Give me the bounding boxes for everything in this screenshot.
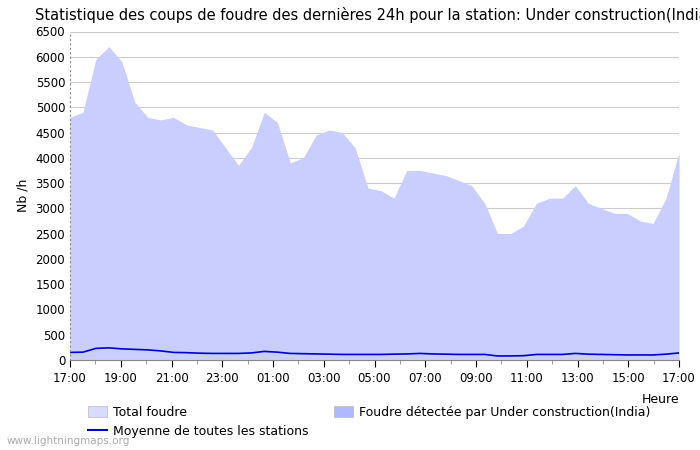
Text: Heure: Heure (641, 393, 679, 406)
Y-axis label: Nb /h: Nb /h (17, 179, 30, 212)
Legend: Total foudre, Moyenne de toutes les stations, Foudre détectée par Under construc: Total foudre, Moyenne de toutes les stat… (88, 405, 650, 438)
Title: Statistique des coups de foudre des dernières 24h pour la station: Under constru: Statistique des coups de foudre des dern… (36, 7, 700, 23)
Text: www.lightningmaps.org: www.lightningmaps.org (7, 436, 130, 446)
